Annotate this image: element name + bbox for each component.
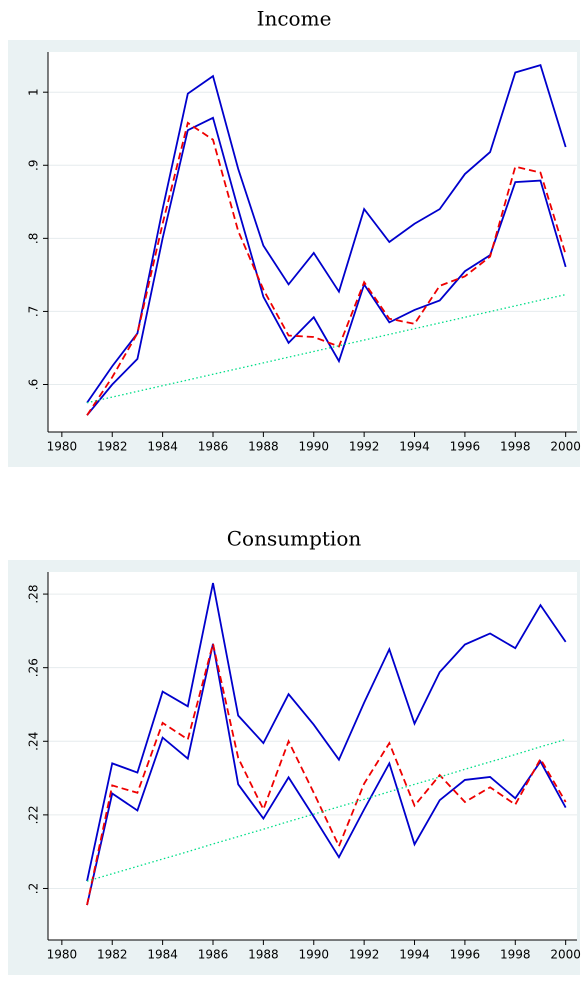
series-line: [86, 64, 567, 404]
y-tick-label: .24: [27, 732, 41, 751]
y-tick-label: 1: [27, 88, 41, 96]
x-tick-label: 1980: [47, 948, 78, 962]
x-tick-label: 1984: [147, 948, 178, 962]
y-tick-label: .26: [27, 658, 41, 677]
x-tick-label: 1998: [500, 948, 531, 962]
x-tick-label: 1998: [500, 440, 531, 454]
x-tick-label: 1992: [349, 440, 380, 454]
x-tick-label: 1990: [298, 440, 329, 454]
x-tick-label: 1988: [248, 440, 279, 454]
y-tick-label: .6: [27, 379, 41, 390]
chart-title: Income: [257, 7, 332, 31]
chart-title: Consumption: [227, 527, 362, 551]
x-tick-label: 2000: [550, 948, 581, 962]
series-line: [86, 293, 566, 404]
series-line: [86, 121, 567, 416]
plot-area: [48, 572, 577, 940]
x-tick-label: 1982: [97, 440, 128, 454]
plot-area: [48, 52, 577, 432]
x-tick-label: 1980: [47, 440, 78, 454]
x-tick-label: 1986: [198, 440, 229, 454]
y-tick-label: .9: [27, 160, 41, 171]
series-line: [86, 643, 567, 906]
x-tick-label: 1982: [97, 948, 128, 962]
y-tick-label: .28: [27, 585, 41, 604]
x-tick-label: 2000: [550, 440, 581, 454]
series-line: [86, 116, 567, 416]
x-tick-label: 1990: [298, 948, 329, 962]
y-tick-label: .22: [27, 805, 41, 824]
series-line: [86, 643, 567, 906]
x-tick-label: 1986: [198, 948, 229, 962]
y-tick-label: .7: [27, 306, 41, 317]
y-tick-label: .8: [27, 233, 41, 244]
x-tick-label: 1996: [450, 948, 481, 962]
x-tick-label: 1996: [450, 440, 481, 454]
x-tick-label: 1994: [399, 440, 430, 454]
x-tick-label: 1984: [147, 440, 178, 454]
x-tick-label: 1988: [248, 948, 279, 962]
x-tick-label: 1992: [349, 948, 380, 962]
y-tick-label: .2: [27, 883, 41, 894]
x-tick-label: 1994: [399, 948, 430, 962]
series-line: [86, 582, 567, 882]
